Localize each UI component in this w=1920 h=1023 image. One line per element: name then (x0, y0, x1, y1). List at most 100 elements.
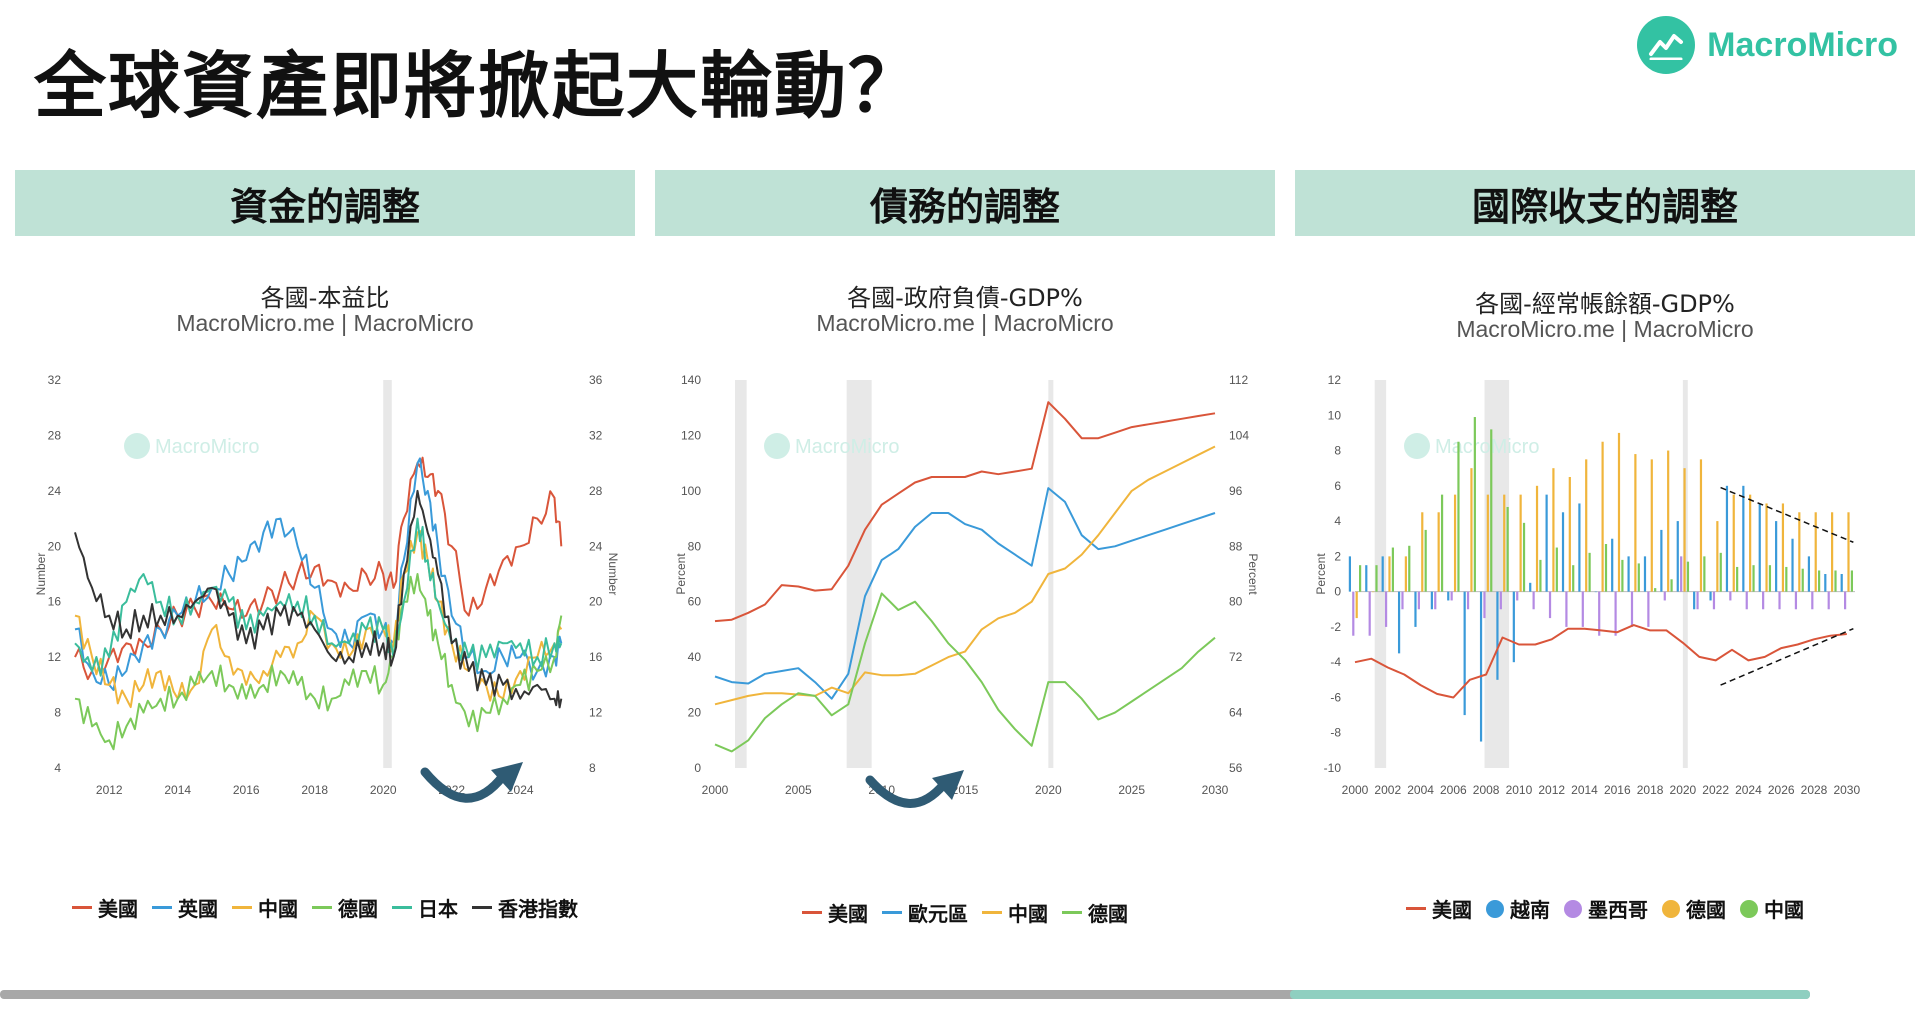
bar (1503, 494, 1506, 592)
chart-legend: 美國 歐元區 中國 德國 (655, 898, 1275, 927)
bar (1712, 591, 1716, 610)
y-tick-label-right: 96 (1229, 484, 1243, 498)
legend-item-germany: 德國 (312, 893, 378, 922)
bar (1683, 468, 1686, 592)
bar (1663, 591, 1666, 601)
bar (1486, 494, 1489, 592)
y-tick-label-right: 8 (589, 761, 596, 775)
x-tick-label: 2016 (1604, 783, 1631, 797)
y-axis-label: Percent (1314, 553, 1328, 595)
rotation-arrow-icon (865, 775, 949, 808)
panel-debt: 債務的調整 各國-政府負債-GDP% MacroMicro.me | Macro… (655, 170, 1275, 960)
y-tick-label: -10 (1324, 761, 1342, 775)
y-tick-label: 2 (1334, 549, 1341, 563)
bar (1529, 582, 1532, 592)
bar (1381, 556, 1384, 592)
series-line-1 (74, 457, 563, 691)
bar (1716, 521, 1719, 592)
watermark-text: MacroMicro (1435, 436, 1539, 458)
y-tick-label-right: 56 (1229, 761, 1243, 775)
bar (1781, 503, 1785, 592)
bar (1430, 591, 1433, 610)
chart-title: 各國-經常帳餘額-GDP% (1475, 290, 1735, 318)
bar (1824, 574, 1827, 592)
legend-item-us: 美國 (802, 898, 868, 927)
legend-item-eurozone: 歐元區 (882, 898, 968, 927)
y-tick-label-right: 36 (589, 373, 603, 387)
chart-legend: 美國 越南 墨西哥 德國 中國 (1295, 894, 1915, 923)
y-tick-label-right: 28 (589, 484, 603, 498)
bar (1598, 591, 1601, 636)
recession-band (735, 380, 747, 768)
bar (1811, 591, 1814, 610)
bar (1519, 494, 1522, 592)
bar (1676, 521, 1679, 592)
x-tick-label: 2012 (96, 783, 123, 797)
y-tick-label-right: 12 (589, 706, 603, 720)
series-line-us (1354, 624, 1847, 699)
bar (1479, 591, 1483, 742)
bar (1516, 591, 1519, 601)
bar (1463, 591, 1466, 716)
y-tick-label: 0 (694, 761, 701, 775)
bar (1762, 591, 1765, 610)
x-tick-label: 2030 (1202, 783, 1229, 797)
bar (1561, 512, 1565, 592)
y-tick-label: 10 (1328, 408, 1342, 422)
x-tick-label: 2025 (1118, 783, 1145, 797)
y-tick-label: -2 (1330, 620, 1341, 634)
bar (1391, 547, 1394, 592)
y-axis-label-right: Number (606, 553, 620, 596)
bar (1375, 565, 1378, 592)
bar (1807, 556, 1811, 592)
bar (1417, 591, 1420, 610)
bar (1365, 565, 1368, 592)
bar (1798, 512, 1801, 592)
y-axis-label: Percent (674, 553, 688, 595)
bar (1545, 494, 1548, 592)
bar (1775, 521, 1778, 592)
x-tick-label: 2028 (1801, 783, 1828, 797)
bar (1818, 570, 1821, 592)
bar (1667, 450, 1670, 592)
series-line-3 (74, 573, 563, 751)
bar (1650, 459, 1653, 592)
legend-item-china: 中國 (232, 893, 298, 922)
footer-progress-track (0, 990, 1810, 999)
x-tick-label: 2012 (1538, 783, 1565, 797)
y-tick-label: 140 (681, 373, 701, 387)
legend-item-us: 美國 (72, 893, 138, 922)
trend-line-upper (1720, 486, 1854, 543)
y-tick-label-right: 88 (1229, 539, 1243, 553)
bar (1355, 591, 1358, 619)
y-tick-label: 12 (48, 650, 62, 664)
y-axis-label: Number (34, 553, 48, 596)
y-tick-label: -8 (1330, 726, 1341, 740)
bar (1572, 565, 1575, 592)
bar (1535, 485, 1539, 592)
bar (1601, 441, 1604, 592)
bar (1532, 591, 1535, 610)
x-tick-label: 2024 (1735, 783, 1762, 797)
bar (1834, 570, 1837, 592)
x-tick-label: 2020 (370, 783, 397, 797)
bar (1397, 591, 1401, 654)
y-tick-label: 120 (681, 428, 701, 442)
bar (1348, 556, 1351, 592)
y-tick-label: 4 (54, 761, 61, 775)
series-line-0 (714, 401, 1216, 623)
current-account-chart: -10 -8 -6 -4 -2 0 2 4 6 8 10 12 2000 2002 2004 2006 2008… (1314, 373, 1860, 797)
bar (1401, 591, 1404, 610)
y-tick-label-right: 24 (589, 539, 603, 553)
y-tick-label: 6 (1334, 479, 1341, 493)
bar (1384, 591, 1388, 627)
x-tick-label: 2018 (301, 783, 328, 797)
panel-header: 資金的調整 (15, 170, 635, 236)
y-tick-label: 8 (54, 706, 61, 720)
legend-item-japan: 日本 (392, 893, 458, 922)
y-tick-label: 32 (48, 373, 62, 387)
legend-item-germany: 德國 (1662, 894, 1726, 923)
bar (1470, 468, 1473, 592)
bar (1643, 556, 1647, 592)
